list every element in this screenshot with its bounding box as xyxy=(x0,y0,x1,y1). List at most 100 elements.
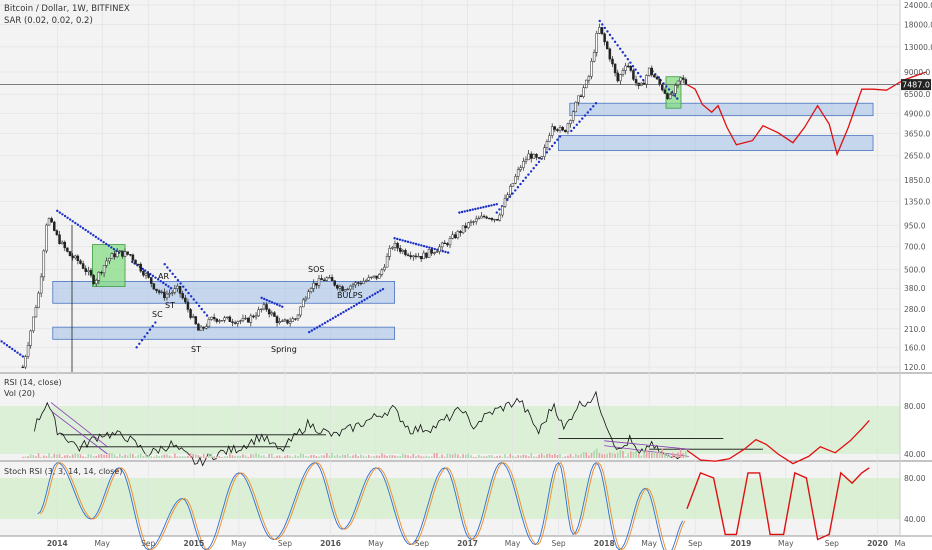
candle-body xyxy=(548,135,551,142)
sar-dot xyxy=(558,135,562,138)
time-tick: Sep xyxy=(551,539,565,548)
sar-dot xyxy=(603,26,607,30)
candle-body xyxy=(58,234,61,244)
volume-bar xyxy=(326,453,328,458)
candle-body xyxy=(223,317,226,321)
candle-body xyxy=(194,316,198,325)
sar-dot xyxy=(363,298,366,302)
sar-dot xyxy=(665,85,668,88)
volume-bar xyxy=(580,453,582,458)
time-tick: May xyxy=(641,539,657,548)
volume-bar xyxy=(163,454,166,458)
sar-dot xyxy=(187,291,190,295)
candle-body xyxy=(540,156,543,159)
volume-bar xyxy=(305,456,307,458)
volume-bar xyxy=(132,453,134,458)
volume-bar xyxy=(284,455,286,458)
candle-body xyxy=(537,157,541,159)
candle-body xyxy=(435,251,439,253)
candle-body xyxy=(446,243,449,246)
time-tick: Ma xyxy=(894,539,905,548)
sar-dot xyxy=(676,97,679,100)
price-tick: 120.0 xyxy=(904,363,926,372)
sar-dot xyxy=(396,237,399,241)
candle-body xyxy=(532,154,536,159)
sar-dot xyxy=(81,227,85,230)
volume-bar xyxy=(239,455,242,458)
sar-dot xyxy=(13,349,17,353)
volume-bar xyxy=(588,455,590,458)
candle-body xyxy=(461,225,465,234)
volume-bar xyxy=(294,454,297,458)
sar-dot xyxy=(495,203,498,206)
volume-bar xyxy=(95,455,98,458)
sar-dot xyxy=(5,344,9,347)
sar-indicator-title: SAR (0.02, 0.02, 0.2) xyxy=(4,16,93,26)
sar-dot xyxy=(412,242,415,245)
wyckoff-st-label: ST xyxy=(191,345,201,354)
candle-body xyxy=(558,127,562,131)
candle-body xyxy=(92,275,95,285)
sar-dot xyxy=(189,295,193,298)
sar-dot xyxy=(506,198,509,202)
volume-bar xyxy=(637,453,640,458)
volume-bar xyxy=(61,456,63,458)
sar-dot xyxy=(406,240,410,244)
sar-dot xyxy=(184,288,188,292)
stoch-k-line xyxy=(37,461,684,550)
sar-dot xyxy=(94,235,98,239)
candle-body xyxy=(252,315,255,318)
volume-bar xyxy=(346,453,349,458)
price-tick: 24000.0 xyxy=(904,1,932,10)
support-zone-box[interactable] xyxy=(52,326,395,340)
candle-body xyxy=(511,183,515,187)
candle-body xyxy=(585,79,588,89)
sar-dot xyxy=(368,295,372,299)
candle-body xyxy=(136,263,140,266)
candle-body xyxy=(275,316,279,323)
volume-bar xyxy=(616,452,619,458)
sar-dot xyxy=(376,291,379,294)
sar-dot xyxy=(422,244,426,248)
volume-bar xyxy=(569,453,572,458)
sar-dot xyxy=(355,303,358,306)
volume-bar xyxy=(234,455,236,458)
candle-body xyxy=(294,318,297,320)
candle-body xyxy=(524,159,528,162)
volume-bar xyxy=(606,453,609,458)
candle-body xyxy=(178,285,182,294)
volume-bar xyxy=(658,451,661,458)
candle-body xyxy=(592,52,596,62)
volume-bar xyxy=(90,454,92,458)
sar-dot xyxy=(594,102,598,105)
support-zone-box[interactable] xyxy=(569,102,874,117)
volume-bar xyxy=(341,454,344,458)
volume-bar xyxy=(218,456,221,458)
candle-body xyxy=(357,282,360,284)
volume-bar xyxy=(504,454,506,458)
volume-bar xyxy=(577,455,580,458)
volume-bar xyxy=(543,455,546,458)
sar-dot xyxy=(339,312,343,315)
volume-bar xyxy=(381,453,383,458)
support-zone-box[interactable] xyxy=(558,135,874,151)
volume-bar xyxy=(116,456,118,458)
volume-bar xyxy=(378,455,381,458)
sar-dot xyxy=(71,220,74,223)
volume-bar xyxy=(485,455,488,458)
volume-bar xyxy=(344,454,346,458)
sar-dot xyxy=(629,61,632,64)
candle-body xyxy=(273,312,276,317)
sar-dot xyxy=(598,19,601,23)
volume-bar xyxy=(202,453,205,458)
price-panel[interactable] xyxy=(0,0,900,372)
time-tick: 2018 xyxy=(594,539,615,548)
volume-bar xyxy=(134,456,137,458)
sar-dot xyxy=(313,327,316,331)
candle-body xyxy=(661,83,664,91)
sar-dot xyxy=(159,279,162,283)
candle-body xyxy=(679,77,682,82)
rsi-projection-line xyxy=(686,419,870,465)
candle-body xyxy=(260,308,263,310)
